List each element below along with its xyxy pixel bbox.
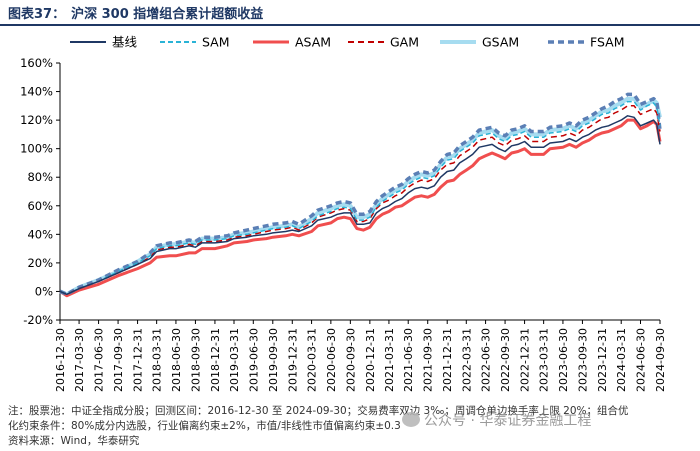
x-tick-label: 2020-03-31 [306,328,319,392]
y-tick-label: 20% [27,256,53,270]
x-tick-label: 2018-03-31 [151,328,164,392]
x-tick-label: 2018-09-30 [189,328,202,392]
x-tick-label: 2016-12-30 [54,328,67,392]
series-line-基线 [59,115,661,296]
legend-label-gam: GAM [390,35,419,50]
note-line-2: 化约束条件：80%成分内选股，行业偏离约束±2%，市值/非线性市值偏离约束±0.… [8,420,401,432]
figure-title-text: 沪深 300 指增组合累计超额收益 [71,7,264,22]
y-tick-label: 100% [20,142,53,156]
x-tick-label: 2020-09-30 [344,328,357,392]
x-tick-label: 2021-09-30 [422,328,435,392]
x-tick-label: 2024-03-31 [615,328,628,392]
y-tick-label: 60% [27,199,53,213]
legend-label-gsam: GSAM [482,35,519,50]
x-tick-label: 2022-03-31 [460,328,473,392]
x-tick-label: 2023-09-30 [576,328,589,392]
y-tick-label: 160% [20,56,53,70]
watermark: 公众号 · 华泰证券金融工程 [402,410,591,430]
x-tick-label: 2018-06-30 [170,328,183,392]
legend-label-基线: 基线 [112,35,138,50]
x-tick-label: 2019-09-30 [267,328,280,392]
line-chart: 基线 SAM ASAM GAM GSAM FSAM -20% 0% 20% 40% 60% 80% 1… [20,35,667,392]
x-tick-label: 2022-09-30 [499,328,512,392]
y-tick-label: 40% [27,227,53,241]
chart-legend: 基线 SAM ASAM GAM GSAM FSAM [70,35,624,50]
series-line-fsam [59,92,662,297]
watermark-text: 公众号 · 华泰证券金融工程 [424,413,592,429]
series-line-gsam [59,96,662,297]
y-tick-label: -20% [23,313,53,327]
series-line-asam [59,118,662,298]
x-tick-label: 2019-12-31 [286,328,299,392]
x-tick-label: 2017-06-30 [93,328,106,392]
x-tick-label: 2024-09-30 [654,328,667,392]
figure-number: 图表37： [8,7,66,22]
x-axis: 2016-12-30 2017-03-30 2017-06-30 2017-09-30… [54,319,667,392]
legend-label-fsam: FSAM [590,35,624,50]
wechat-icon [402,412,420,427]
legend-label-sam: SAM [202,35,230,50]
x-tick-label: 2023-03-31 [538,328,551,392]
x-tick-label: 2018-12-31 [209,328,222,392]
y-tick-label: 120% [20,113,53,127]
plot-area [59,92,662,298]
x-tick-label: 2020-12-31 [364,328,377,392]
y-tick-label: 80% [27,170,53,184]
x-tick-label: 2021-06-30 [402,328,415,392]
x-tick-label: 2017-09-30 [112,328,125,392]
note-line-1: 注：股票池：中证全指成分股；回测区间：2016-12-30 至 2024-09-… [8,405,629,417]
x-tick-label: 2023-12-31 [596,328,609,392]
x-tick-label: 2019-03-31 [228,328,241,392]
x-tick-label: 2017-03-30 [73,328,86,392]
y-axis: -20% 0% 20% 40% 60% 80% 100% 120% 140% 160% [20,56,61,327]
series-line-gam [59,105,661,296]
series-line-sam [59,100,661,296]
x-tick-label: 2020-06-30 [325,328,338,392]
source-line: 资料来源：Wind，华泰研究 [8,435,140,447]
x-tick-label: 2022-12-31 [519,328,532,392]
y-tick-label: 140% [20,85,53,99]
x-tick-label: 2022-06-30 [480,328,493,392]
figure-header: 图表37： 沪深 300 指增组合累计超额收益 [0,0,700,26]
x-tick-label: 2023-06-30 [557,328,570,392]
figure-title: 图表37： 沪深 300 指增组合累计超额收益 [8,3,263,22]
x-tick-label: 2017-12-31 [132,328,145,392]
x-tick-label: 2021-12-31 [441,328,454,392]
x-tick-label: 2019-06-30 [247,328,260,392]
title-rule [0,24,700,26]
legend-label-asam: ASAM [295,35,331,50]
y-tick-label: 0% [35,284,53,298]
x-tick-label: 2021-03-31 [383,328,396,392]
x-tick-label: 2024-06-30 [635,328,648,392]
footnotes: 注：股票池：中证全指成分股；回测区间：2016-12-30 至 2024-09-… [8,404,698,449]
